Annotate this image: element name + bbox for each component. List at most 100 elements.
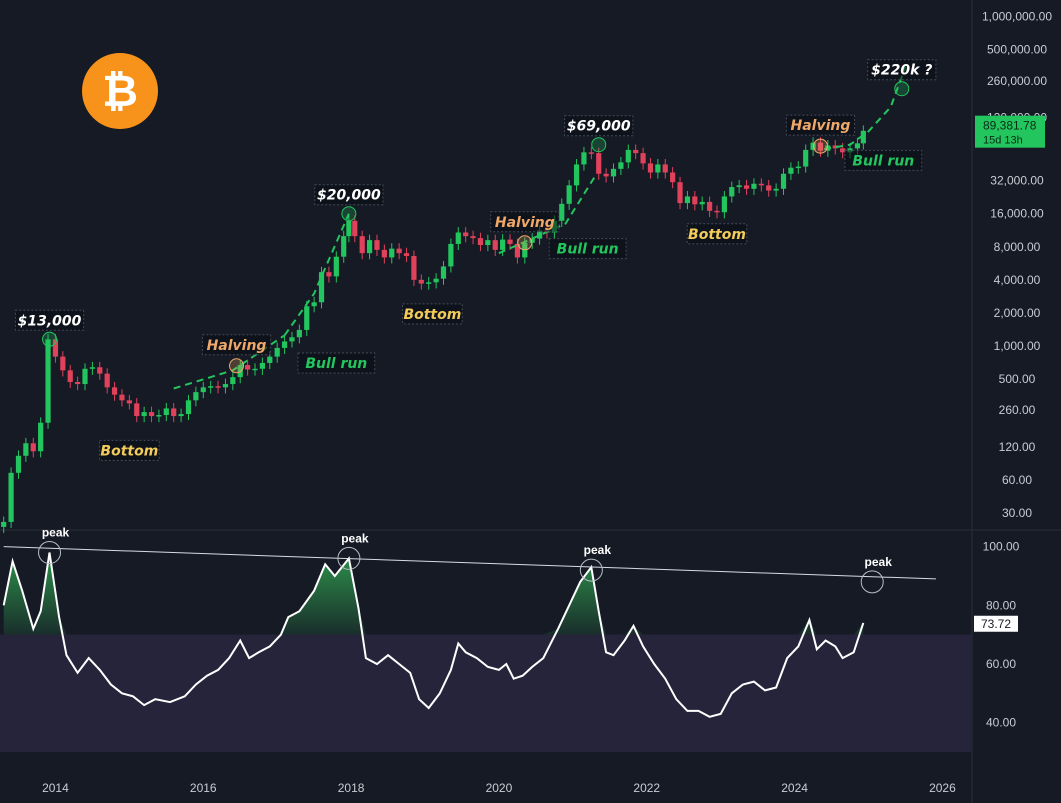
candle-down[interactable] (677, 182, 683, 204)
candle-down[interactable] (647, 163, 654, 173)
candle-up[interactable] (252, 368, 258, 371)
candle-up[interactable] (485, 240, 491, 246)
candle-up[interactable] (89, 367, 95, 369)
candle-down[interactable] (215, 386, 221, 388)
candle-down[interactable] (148, 412, 155, 417)
candle-up[interactable] (736, 185, 742, 188)
candle-up[interactable] (559, 203, 565, 221)
candle-up[interactable] (529, 238, 535, 243)
candle-up[interactable] (38, 422, 44, 452)
candle-down[interactable] (470, 236, 476, 239)
candle-down[interactable] (396, 248, 402, 254)
candle-down[interactable] (588, 152, 594, 154)
candle-up[interactable] (699, 201, 705, 205)
candle-down[interactable] (352, 220, 358, 237)
candle-up[interactable] (163, 408, 169, 416)
candle-down[interactable] (134, 403, 140, 417)
candle-up[interactable] (193, 392, 199, 401)
candle-down[interactable] (30, 443, 36, 452)
candle-down[interactable] (832, 145, 838, 149)
candle-up[interactable] (500, 239, 506, 250)
candle-down[interactable] (692, 196, 698, 205)
candle-up[interactable] (788, 167, 794, 174)
candle-up[interactable] (795, 166, 801, 169)
candle-up[interactable] (341, 236, 347, 257)
candle-up[interactable] (346, 220, 352, 237)
rsi-line[interactable] (2, 552, 865, 718)
candle-down[interactable] (714, 210, 720, 213)
candle-up[interactable] (854, 143, 861, 149)
candle-up[interactable] (751, 183, 757, 189)
candle-down[interactable] (477, 238, 484, 246)
candle-up[interactable] (625, 149, 631, 163)
candle-up[interactable] (237, 365, 243, 378)
candle-up[interactable] (311, 302, 317, 307)
candle-down[interactable] (104, 373, 110, 388)
rsi-trendline[interactable] (3, 546, 936, 580)
candle-up[interactable] (610, 168, 617, 177)
candle-up[interactable] (222, 384, 229, 388)
candle-up[interactable] (721, 196, 727, 213)
candle-down[interactable] (418, 279, 424, 284)
candle-up[interactable] (296, 329, 302, 338)
candle-up[interactable] (230, 377, 236, 385)
candle-down[interactable] (171, 408, 177, 417)
candle-up[interactable] (655, 164, 661, 173)
candle-down[interactable] (75, 381, 81, 385)
candle-down[interactable] (758, 183, 764, 186)
candle-up[interactable] (200, 387, 206, 393)
candle-down[interactable] (817, 142, 824, 151)
candle-up[interactable] (45, 339, 51, 423)
candle-up[interactable] (1, 521, 7, 527)
candle-down[interactable] (603, 173, 609, 177)
candle-up[interactable] (860, 130, 866, 144)
candle-up[interactable] (448, 243, 454, 267)
candle-down[interactable] (326, 272, 332, 277)
candle-up[interactable] (281, 341, 288, 348)
candle-down[interactable] (126, 400, 132, 404)
candle-up[interactable] (8, 472, 14, 522)
candle-up[interactable] (780, 173, 787, 189)
candle-up[interactable] (318, 272, 325, 303)
candle-down[interactable] (662, 164, 668, 173)
candle-up[interactable] (259, 362, 266, 369)
candle-down[interactable] (111, 387, 118, 395)
candle-down[interactable] (60, 356, 66, 371)
candle-down[interactable] (514, 243, 521, 258)
rsi-pane[interactable]: peak peak peak peak (0, 526, 972, 752)
candle-up[interactable] (684, 196, 691, 204)
candle-up[interactable] (289, 337, 295, 342)
candle-down[interactable] (374, 240, 380, 250)
candle-down[interactable] (97, 367, 103, 374)
candle-down[interactable] (403, 253, 410, 256)
candle-up[interactable] (208, 386, 214, 388)
candle-down[interactable] (766, 185, 772, 191)
candle-up[interactable] (426, 282, 432, 284)
candle-up[interactable] (267, 356, 273, 363)
candle-down[interactable] (633, 149, 639, 154)
candle-up[interactable] (366, 240, 373, 254)
candle-down[interactable] (840, 148, 846, 153)
candle-up[interactable] (455, 232, 461, 244)
candle-down[interactable] (706, 201, 713, 211)
candle-up[interactable] (440, 266, 447, 279)
candle-down[interactable] (381, 249, 387, 258)
candle-up[interactable] (803, 149, 809, 167)
candle-down[interactable] (119, 394, 125, 401)
candle-up[interactable] (141, 412, 147, 417)
candle-up[interactable] (15, 455, 22, 473)
candle-down[interactable] (463, 232, 469, 237)
candle-down[interactable] (67, 370, 73, 382)
candle-up[interactable] (566, 185, 572, 204)
candle-up[interactable] (729, 187, 735, 197)
candle-up[interactable] (178, 414, 184, 417)
candle-down[interactable] (596, 153, 602, 174)
candle-down[interactable] (492, 240, 498, 250)
candle-up[interactable] (573, 164, 580, 186)
candle-up[interactable] (389, 248, 395, 258)
candle-up[interactable] (156, 415, 162, 417)
candle-up[interactable] (433, 278, 439, 283)
candle-up[interactable] (82, 368, 88, 385)
